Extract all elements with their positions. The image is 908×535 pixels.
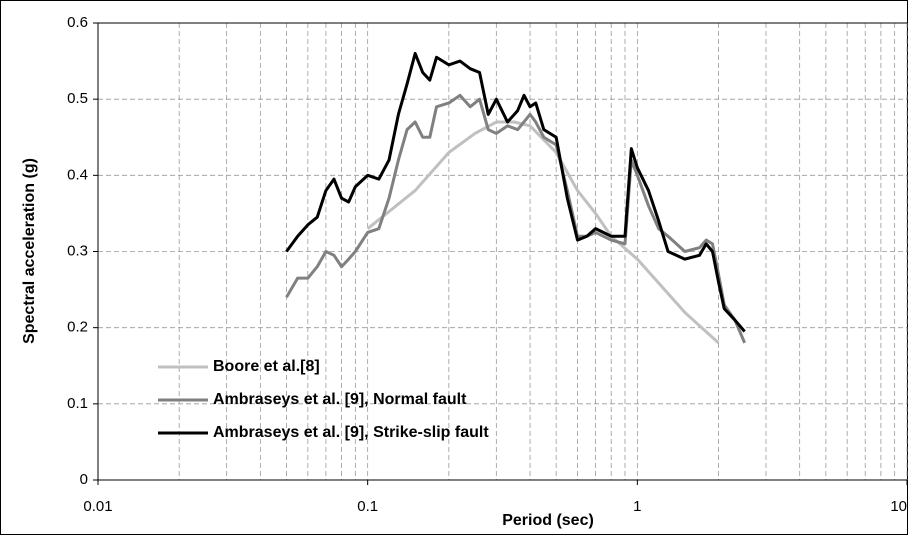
legend-label: Ambraseys et al. [9], Strike-slip fault — [213, 424, 489, 441]
y-tick-label: 0.3 — [67, 242, 88, 259]
y-tick-label: 0.6 — [67, 14, 88, 31]
y-tick-label: 0.1 — [67, 395, 88, 412]
y-tick-label: 0.2 — [67, 319, 88, 336]
series-line — [285, 93, 747, 344]
y-tick-label: 0 — [80, 471, 88, 488]
x-axis-title: Period (sec) — [502, 512, 594, 529]
y-tick-label: 0.5 — [67, 90, 88, 107]
series-line — [366, 120, 720, 345]
legend-label: Boore et al.[8] — [213, 358, 320, 375]
x-tick-label: 0.01 — [83, 498, 112, 515]
x-tick-label: 0.1 — [357, 498, 378, 515]
x-tick-label: 1 — [633, 498, 641, 515]
y-tick-label: 0.4 — [67, 166, 88, 183]
y-axis-title: Spectral acceleration (g) — [21, 158, 38, 344]
legend-label: Ambraseys et al. [9], Normal fault — [213, 391, 467, 408]
series-line — [285, 51, 746, 333]
x-tick-label: 10 — [890, 498, 907, 515]
